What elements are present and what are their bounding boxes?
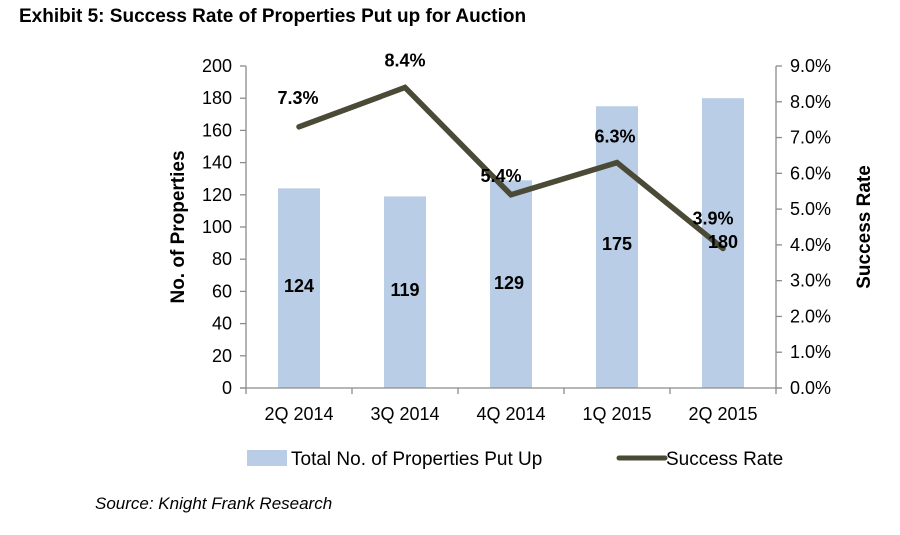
bar-1q-2015 (596, 106, 638, 388)
y-tick-label: 140 (202, 153, 232, 173)
bar-2q-2015 (702, 98, 744, 388)
y2-axis-title: Success Rate (854, 165, 875, 289)
y-tick-label: 180 (202, 88, 232, 108)
source-note: Source: Knight Frank Research (95, 494, 333, 513)
y-tick-label: 120 (202, 185, 232, 205)
bar-value-label: 129 (494, 273, 524, 293)
bar-value-label: 180 (708, 232, 738, 252)
chart-title: Exhibit 5: Success Rate of Properties Pu… (19, 6, 527, 27)
line-value-label: 6.3% (594, 127, 635, 147)
y2-tick-label: 2.0% (790, 306, 831, 326)
bar-3q-2014 (384, 196, 426, 388)
line-value-label: 5.4% (480, 166, 521, 186)
line-value-label: 3.9% (692, 208, 733, 228)
legend: Total No. of Properties Put Up Success R… (247, 449, 783, 470)
y2-tick-label: 3.0% (790, 271, 831, 291)
y2-tick-label: 5.0% (790, 199, 831, 219)
y-tick-label: 80 (212, 249, 232, 269)
y-tick-label: 100 (202, 217, 232, 237)
y2-tick-label: 8.0% (790, 92, 831, 112)
bar-value-label: 119 (390, 280, 419, 300)
bar-2q-2014 (278, 188, 320, 388)
x-tick-label: 4Q 2014 (476, 404, 545, 424)
legend-swatch-bars (247, 450, 287, 466)
line-value-label: 7.3% (277, 88, 318, 108)
y-tick-label: 0 (222, 378, 232, 398)
x-tick-label: 2Q 2015 (688, 404, 757, 424)
bar-value-label: 124 (284, 276, 314, 296)
y2-tick-label: 1.0% (790, 342, 831, 362)
y2-tick-label: 7.0% (790, 128, 831, 148)
y2-tick-label: 9.0% (790, 56, 831, 76)
y-tick-label: 160 (202, 120, 232, 140)
x-tick-label: 2Q 2014 (264, 404, 333, 424)
legend-label-line: Success Rate (666, 449, 783, 470)
y2-tick-label: 0.0% (790, 378, 831, 398)
x-tick-label: 1Q 2015 (582, 404, 651, 424)
y-tick-label: 60 (212, 281, 232, 301)
legend-label-bars: Total No. of Properties Put Up (291, 449, 542, 470)
y-axis-title: No. of Properties (168, 150, 189, 303)
y-tick-label: 200 (202, 56, 232, 76)
y-tick-label: 20 (212, 346, 232, 366)
x-tick-label: 3Q 2014 (370, 404, 439, 424)
line-value-label: 8.4% (384, 50, 425, 70)
y2-tick-label: 4.0% (790, 235, 831, 255)
y-tick-label: 40 (212, 314, 232, 334)
bar-4q-2014 (490, 180, 532, 388)
y2-tick-label: 6.0% (790, 163, 831, 183)
bar-value-label: 175 (602, 234, 632, 254)
